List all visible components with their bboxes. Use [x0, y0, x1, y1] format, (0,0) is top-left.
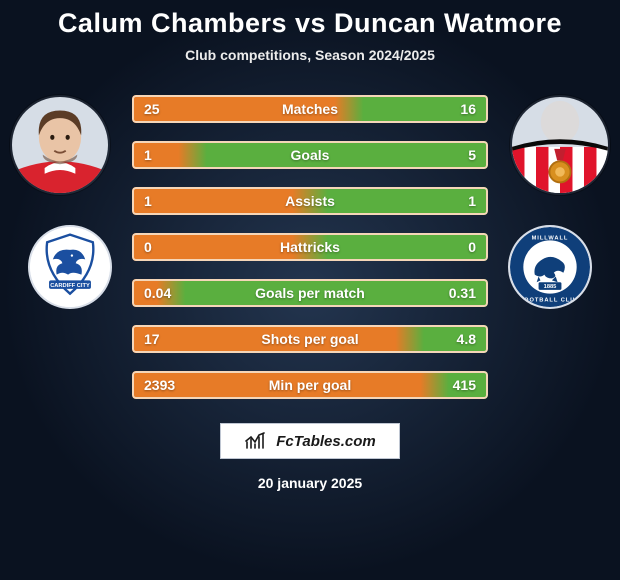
stat-label: Hattricks	[280, 239, 340, 255]
stat-left-value: 17	[144, 331, 160, 347]
brand-icon	[244, 432, 268, 450]
stat-right-value: 16	[460, 101, 476, 117]
stat-row: 2393 415 Min per goal	[132, 371, 488, 399]
stat-left-value: 0	[144, 239, 152, 255]
stat-right-value: 415	[453, 377, 476, 393]
player-right-avatar	[510, 95, 610, 195]
svg-text:FOOTBALL CLUB: FOOTBALL CLUB	[520, 297, 581, 303]
stat-right-value: 0	[468, 239, 476, 255]
subtitle: Club competitions, Season 2024/2025	[0, 47, 620, 63]
stat-label: Min per goal	[269, 377, 351, 393]
stat-left-value: 1	[144, 147, 152, 163]
stat-label: Goals	[291, 147, 330, 163]
svg-text:CARDIFF CITY: CARDIFF CITY	[50, 283, 90, 289]
stat-row: 0.04 0.31 Goals per match	[132, 279, 488, 307]
comparison-stage: CARDIFF CITY MILLWALL FOOTBALL CLUB 1885	[0, 95, 620, 399]
stat-right-value: 5	[468, 147, 476, 163]
page-title: Calum Chambers vs Duncan Watmore	[0, 0, 620, 39]
stat-row: 1 1 Assists	[132, 187, 488, 215]
stat-row: 25 16 Matches	[132, 95, 488, 123]
stat-row: 1 5 Goals	[132, 141, 488, 169]
stat-label: Matches	[282, 101, 338, 117]
stat-right-value: 0.31	[449, 285, 476, 301]
svg-text:MILLWALL: MILLWALL	[532, 235, 569, 241]
brand-badge: FcTables.com	[220, 423, 400, 459]
brand-text: FcTables.com	[276, 433, 375, 450]
club-right-year: 1885	[544, 284, 558, 290]
stat-left-value: 1	[144, 193, 152, 209]
club-left-crest: CARDIFF CITY	[28, 225, 112, 309]
stat-left-value: 25	[144, 101, 160, 117]
stat-row: 17 4.8 Shots per goal	[132, 325, 488, 353]
stat-right-value: 1	[468, 193, 476, 209]
player-left-avatar	[10, 95, 110, 195]
stat-left-value: 0.04	[144, 285, 171, 301]
stat-label: Goals per match	[255, 285, 365, 301]
stat-right-value: 4.8	[457, 331, 476, 347]
stat-left-value: 2393	[144, 377, 175, 393]
footer-date: 20 january 2025	[0, 475, 620, 491]
stat-row: 0 0 Hattricks	[132, 233, 488, 261]
stat-label: Assists	[285, 193, 335, 209]
club-right-crest: MILLWALL FOOTBALL CLUB 1885	[508, 225, 592, 309]
stat-label: Shots per goal	[261, 331, 358, 347]
stat-bars: 25 16 Matches 1 5 Goals 1 1 Assists 0 0 Hattricks 0.…	[132, 95, 488, 399]
